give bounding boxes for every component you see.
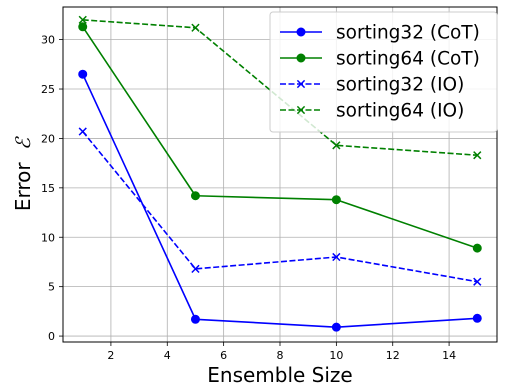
y-tick-label: 30 bbox=[41, 34, 55, 47]
y-tick-label: 20 bbox=[41, 132, 55, 145]
point-marker bbox=[190, 191, 200, 201]
axis-ticks: 2 4 6 8 10 12 14 0 5 10 15 20 25 30 bbox=[41, 34, 456, 362]
series-4 bbox=[78, 15, 482, 160]
point-marker bbox=[473, 151, 482, 160]
point-marker bbox=[472, 313, 482, 323]
point-marker bbox=[78, 127, 87, 136]
legend-entry: sorting32 (IO) bbox=[280, 75, 464, 96]
y-tick-label: 0 bbox=[48, 330, 55, 343]
point-marker bbox=[331, 322, 341, 332]
point-marker bbox=[332, 141, 341, 150]
point-marker bbox=[191, 23, 200, 32]
point-marker bbox=[78, 69, 88, 79]
legend-label: sorting32 (IO) bbox=[336, 75, 464, 96]
point-marker bbox=[190, 314, 200, 324]
series-1 bbox=[78, 69, 482, 332]
series-3 bbox=[78, 127, 482, 286]
legend-entry: sorting32 (CoT) bbox=[280, 23, 480, 44]
point-marker bbox=[472, 243, 482, 253]
legend: sorting32 (CoT) sorting64 (CoT) sorting32 … bbox=[269, 11, 498, 133]
x-tick-label: 2 bbox=[107, 349, 114, 362]
series-line bbox=[82, 131, 478, 283]
legend-label: sorting32 (CoT) bbox=[336, 23, 480, 44]
y-axis-title-symbol: ℰ bbox=[11, 136, 35, 150]
data-series bbox=[78, 15, 482, 332]
legend-label: sorting64 (CoT) bbox=[336, 49, 480, 70]
y-tick-label: 15 bbox=[41, 182, 55, 195]
legend-entry: sorting64 (IO) bbox=[280, 101, 464, 122]
x-tick-label: 10 bbox=[329, 349, 343, 362]
point-marker bbox=[296, 79, 306, 89]
point-marker bbox=[296, 27, 306, 37]
point-marker bbox=[78, 22, 88, 32]
point-marker bbox=[296, 105, 306, 115]
series-2 bbox=[78, 22, 482, 253]
x-tick-label: 8 bbox=[277, 349, 284, 362]
x-tick-label: 14 bbox=[442, 349, 456, 362]
x-tick-label: 4 bbox=[164, 349, 171, 362]
series-line bbox=[82, 19, 478, 157]
x-axis-title: Ensemble Size bbox=[207, 363, 353, 385]
point-marker bbox=[191, 264, 200, 274]
point-marker bbox=[78, 15, 87, 24]
series-line bbox=[82, 26, 478, 249]
legend-box bbox=[269, 11, 498, 133]
point-marker bbox=[331, 195, 341, 205]
point-marker bbox=[332, 252, 341, 262]
point-marker bbox=[473, 277, 482, 286]
x-tick-label: 12 bbox=[386, 349, 400, 362]
y-tick-label: 5 bbox=[48, 281, 55, 294]
legend-entry: sorting64 (CoT) bbox=[280, 49, 480, 70]
y-axis-title: Error ℰ bbox=[11, 136, 35, 211]
x-tick-label: 6 bbox=[220, 349, 227, 362]
y-axis-title-text: Error bbox=[11, 162, 35, 212]
point-marker bbox=[296, 53, 306, 63]
y-tick-label: 10 bbox=[41, 231, 55, 244]
y-tick-label: 25 bbox=[41, 83, 55, 96]
series-line bbox=[82, 73, 478, 328]
legend-label: sorting64 (IO) bbox=[336, 101, 464, 122]
